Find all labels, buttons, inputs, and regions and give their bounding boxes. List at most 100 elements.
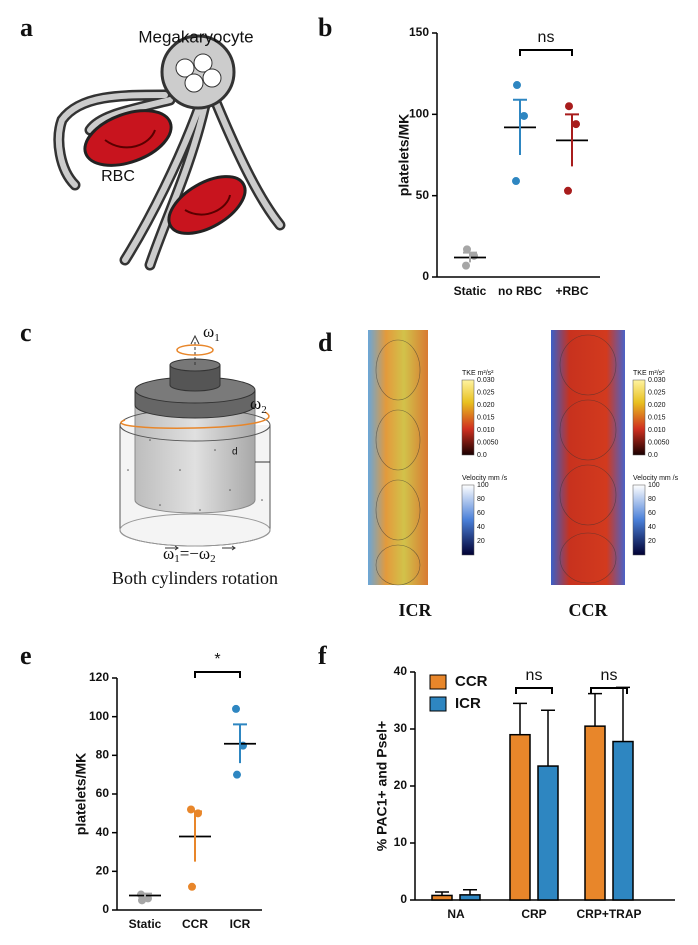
error-bar	[616, 686, 630, 742]
x-tick-label: Static	[454, 284, 487, 298]
legend-label: CCR	[455, 673, 488, 690]
symbol: ω	[250, 394, 261, 413]
panel-label: c	[20, 318, 32, 347]
significance-label: ns	[526, 667, 543, 684]
colorbar-tick: 20	[477, 538, 485, 545]
colorbar-tick: 0.0050	[477, 439, 499, 446]
error-bar	[463, 251, 477, 263]
x-tick-label: no RBC	[498, 284, 542, 298]
subscript: 1	[174, 553, 180, 565]
colorbar-title: TKE m²/s²	[462, 370, 494, 377]
bar	[509, 733, 531, 901]
y-tick-label: 10	[394, 835, 408, 849]
significance-bracket	[194, 671, 241, 678]
x-tick-label: CRP	[521, 907, 546, 921]
colorbar-tick: 0.025	[477, 389, 495, 396]
y-tick-label: 40	[96, 825, 110, 839]
colorbar-tick: 0.030	[477, 377, 495, 384]
bar	[431, 894, 453, 901]
colorbar-tick: 0.0	[477, 452, 487, 459]
significance-label: ns	[538, 29, 555, 46]
caption: Both cylinders rotation	[112, 568, 278, 588]
data-point	[572, 120, 580, 129]
x-tick-label: CCR	[182, 917, 208, 931]
colorbar-tick: 80	[648, 496, 656, 503]
subscript: 2	[261, 404, 267, 416]
data-point	[138, 896, 146, 905]
colorbar-tick: 0.0050	[648, 439, 670, 446]
error-bar	[513, 98, 527, 155]
symbol: ω	[199, 544, 210, 563]
y-tick-label: 20	[394, 778, 408, 792]
flow-simulation	[368, 330, 646, 586]
y-tick-label: 150	[409, 25, 429, 39]
legend-swatch	[429, 674, 447, 690]
bar	[459, 894, 481, 901]
y-tick-label: 0	[400, 892, 407, 906]
cell-label: RBC	[101, 168, 135, 185]
error-bar	[588, 692, 602, 727]
colorbar-tick: 20	[648, 538, 656, 545]
colorbar-tick: 80	[477, 496, 485, 503]
bar	[537, 765, 559, 901]
gap-label: d	[232, 447, 238, 458]
colorbar-tick: 0.015	[477, 414, 495, 421]
colorbar-tick: 100	[648, 482, 660, 489]
colorbar-tick: 60	[477, 510, 485, 517]
symbol: ω	[203, 322, 214, 341]
rotation-label: ω2	[250, 394, 267, 416]
equation: ω1=−ω2	[163, 544, 216, 565]
colorbar-tick: 0.0	[648, 452, 658, 459]
x-tick-label: NA	[447, 907, 465, 921]
y-tick-label: 120	[89, 670, 109, 684]
colorbar-tick: 0.010	[648, 427, 666, 434]
subscript: 2	[210, 553, 216, 565]
operator: =−	[180, 544, 199, 563]
data-point	[462, 261, 470, 270]
significance-label: ns	[601, 667, 618, 684]
bar	[584, 725, 606, 901]
colorbar-title: Velocity mm /s	[633, 475, 679, 482]
x-tick-label: ICR	[230, 917, 251, 931]
error-bar	[233, 723, 247, 764]
colorbar-title: Velocity mm /s	[462, 475, 508, 482]
legend-label: ICR	[455, 695, 481, 712]
colorbar-title: TKE m²/s²	[633, 370, 665, 377]
colorbar-tick: 0.020	[648, 402, 666, 409]
sim-label: CCR	[569, 600, 609, 620]
y-tick-label: 20	[96, 864, 110, 878]
colorbar-tick: 0.015	[648, 414, 666, 421]
error-bar	[541, 709, 555, 767]
y-tick-label: 100	[409, 107, 429, 121]
y-axis-label: platelets/MK	[396, 114, 412, 196]
legend-swatch	[429, 696, 447, 712]
significance-label: *	[214, 651, 220, 668]
error-bar	[435, 891, 449, 896]
y-tick-label: 60	[96, 786, 110, 800]
colorbar-tick: 0.030	[648, 377, 666, 384]
symbol: ω	[163, 544, 174, 563]
colorbar-tick: 40	[648, 524, 656, 531]
colorbar-tick: 60	[648, 510, 656, 517]
cylinder-illustration	[119, 334, 271, 551]
panel-label: a	[20, 13, 33, 42]
data-point	[233, 770, 241, 779]
megakaryocyte-illustration	[53, 34, 286, 271]
significance-bracket	[519, 49, 573, 56]
panel-label: b	[318, 13, 332, 42]
panel-label: e	[20, 641, 32, 670]
error-bar	[565, 113, 579, 167]
y-tick-label: 40	[394, 664, 408, 678]
significance-bracket	[515, 687, 553, 694]
y-tick-label: 0	[422, 269, 429, 283]
rotation-label: ω1	[203, 322, 220, 344]
error-bar	[463, 888, 477, 895]
data-point	[188, 882, 196, 891]
colorbar-tick: 0.010	[477, 427, 495, 434]
cell-label: Megakaryocyte	[138, 27, 253, 46]
y-tick-label: 0	[102, 902, 109, 916]
y-tick-label: 100	[89, 709, 109, 723]
data-point	[565, 102, 573, 111]
colorbar-tick: 0.020	[477, 402, 495, 409]
x-tick-label: Static	[129, 917, 162, 931]
